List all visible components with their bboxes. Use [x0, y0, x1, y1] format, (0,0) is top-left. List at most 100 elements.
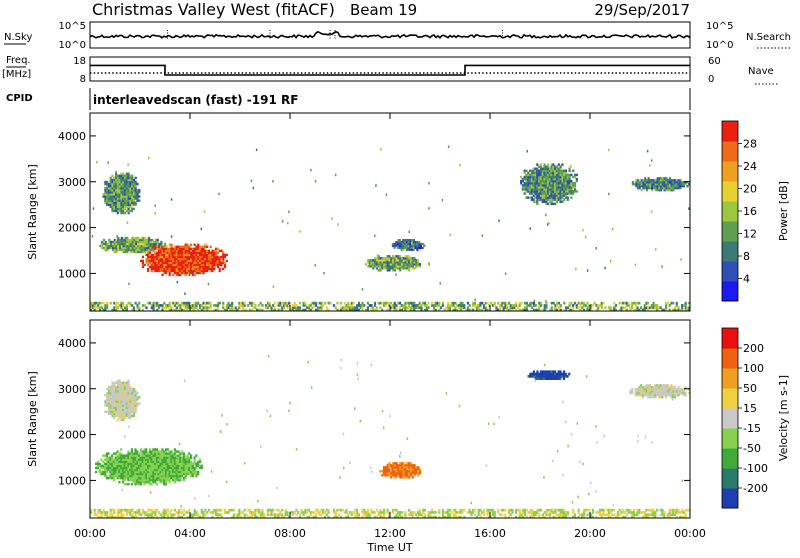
heatmap-cell — [556, 304, 558, 307]
heatmap-cell — [311, 306, 313, 309]
heatmap-cell — [442, 302, 444, 305]
heatmap-cell — [111, 175, 113, 177]
heatmap-cell — [145, 306, 147, 309]
heatmap-cell — [399, 239, 401, 241]
heatmap-cell — [633, 511, 635, 514]
heatmap-cell — [613, 302, 615, 305]
heatmap-cell — [567, 513, 569, 516]
heatmap-cell — [563, 302, 565, 305]
heatmap-cell — [308, 509, 310, 512]
heatmap-cell — [167, 306, 169, 309]
heatmap-cell — [608, 513, 610, 516]
n-sky-label: N.Sky — [4, 32, 32, 43]
heatmap-cell — [429, 513, 431, 516]
heatmap-cell — [483, 513, 485, 516]
heatmap-cell — [204, 513, 206, 516]
heatmap-cell — [583, 511, 585, 514]
heatmap-cell — [560, 306, 562, 309]
heatmap-cell — [235, 306, 237, 309]
heatmap-cell — [379, 509, 381, 512]
heatmap-cell — [328, 511, 330, 514]
heatmap-cell — [177, 281, 179, 284]
heatmap-cell — [688, 207, 690, 210]
heatmap-cell — [383, 511, 385, 514]
heatmap-cell — [399, 513, 401, 516]
heatmap-cell — [431, 509, 433, 512]
power-panel-frame — [90, 113, 690, 311]
heatmap-cell — [635, 264, 637, 267]
heatmap-cell — [481, 302, 483, 305]
heatmap-cell — [292, 513, 294, 516]
heatmap-cell — [379, 306, 381, 309]
heatmap-cell — [563, 377, 565, 380]
heatmap-cell — [263, 513, 265, 516]
heatmap-cell — [238, 513, 240, 516]
heatmap-cell — [95, 471, 97, 473]
heatmap-cell — [353, 302, 355, 305]
heatmap-cell — [492, 509, 494, 512]
heatmap-cell — [483, 304, 485, 307]
heatmap-cell — [395, 306, 397, 309]
heatmap-cell — [111, 513, 113, 516]
heatmap-cell — [286, 306, 288, 309]
heatmap-cell — [154, 212, 156, 215]
heatmap-cell — [106, 306, 108, 309]
heatmap-cell — [386, 509, 388, 512]
colorbar-tick-label: 20 — [743, 183, 757, 196]
heatmap-cell — [219, 268, 221, 270]
heatmap-cell — [428, 207, 430, 210]
heatmap-cell — [169, 302, 171, 305]
heatmap-cell — [340, 302, 342, 305]
heatmap-cell — [379, 513, 381, 516]
heatmap-cell — [304, 302, 306, 305]
heatmap-cell — [655, 248, 657, 251]
heatmap-cell — [474, 513, 476, 516]
heatmap-cell — [107, 161, 109, 164]
heatmap-cell — [404, 304, 406, 307]
heatmap-cell — [535, 304, 537, 307]
heatmap-cell — [113, 511, 115, 514]
heatmap-cell — [244, 509, 246, 512]
heatmap-cell — [560, 166, 562, 168]
heatmap-cell — [504, 513, 506, 516]
heatmap-cell — [367, 306, 369, 309]
heatmap-cell — [285, 509, 287, 512]
heatmap-cell — [672, 302, 674, 305]
colorbar-tick-label: 8 — [743, 250, 750, 263]
heatmap-cell — [201, 467, 203, 469]
heatmap-cell — [269, 304, 271, 307]
heatmap-cell — [145, 448, 147, 450]
heatmap-cell — [138, 509, 140, 512]
heatmap-cell — [138, 511, 140, 514]
heatmap-cell — [540, 163, 542, 165]
heatmap-cell — [308, 306, 310, 309]
heatmap-cell — [499, 306, 501, 309]
heatmap-cell — [215, 511, 217, 514]
heatmap-cell — [133, 306, 135, 309]
heatmap-cell — [442, 513, 444, 516]
heatmap-cell — [404, 513, 406, 516]
heatmap-cell — [272, 509, 274, 512]
heatmap-cell — [501, 513, 503, 516]
heatmap-cell — [592, 511, 594, 514]
heatmap-cell — [622, 509, 624, 512]
heatmap-cell — [299, 306, 301, 309]
heatmap-cell — [267, 511, 269, 514]
heatmap-cell — [253, 187, 255, 190]
heatmap-cell — [369, 513, 371, 516]
heatmap-cell — [469, 304, 471, 307]
heatmap-cell — [574, 302, 576, 305]
heatmap-cell — [554, 203, 556, 205]
heatmap-cell — [103, 509, 105, 512]
heatmap-cell — [572, 306, 574, 309]
heatmap-cell — [120, 306, 122, 309]
plot-title: Christmas Valley West (fitACF) — [92, 0, 335, 19]
heatmap-cell — [174, 513, 176, 516]
heatmap-cell — [294, 511, 296, 514]
heatmap-cell — [454, 302, 456, 305]
heatmap-cell — [367, 509, 369, 512]
heatmap-cell — [613, 306, 615, 309]
heatmap-cell — [195, 306, 197, 309]
